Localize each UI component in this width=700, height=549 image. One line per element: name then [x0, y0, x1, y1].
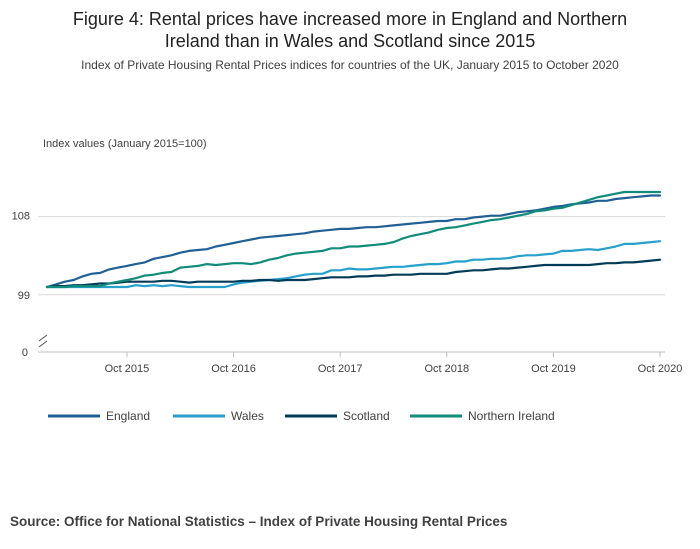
legend-label-england: England: [106, 409, 150, 423]
x-tick-label: Oct 2016: [211, 363, 256, 375]
gridlines: [38, 216, 665, 296]
y-axis-label: Index values (January 2015=100): [43, 138, 207, 150]
legend-label-northern-ireland: Northern Ireland: [468, 409, 555, 423]
y-tick-label: 108: [12, 211, 30, 223]
series-line-northern-ireland: [45, 190, 662, 289]
chart-title-line-2: Ireland than in Wales and Scotland since…: [164, 31, 536, 51]
series-line-wales: [45, 240, 662, 289]
chart-subtitle: Index of Private Housing Rental Prices i…: [81, 58, 619, 72]
legend-label-scotland: Scotland: [343, 409, 390, 423]
series-line-england: [45, 194, 662, 289]
series-line-scotland: [45, 258, 662, 289]
legend-label-wales: Wales: [231, 409, 264, 423]
y-tick-label: 0: [22, 347, 28, 359]
axis-break-mark: [38, 340, 48, 348]
y-tick-label: 99: [18, 290, 30, 302]
chart-title: Figure 4: Rental prices have increased m…: [0, 8, 700, 52]
x-tick-label: Oct 2019: [531, 363, 576, 375]
x-tick-label: Oct 2015: [105, 363, 150, 375]
x-tick-label: Oct 2017: [318, 363, 363, 375]
chart-title-line-1: Figure 4: Rental prices have increased m…: [72, 9, 628, 29]
series-lines: [45, 190, 662, 289]
axis-break-mark: [38, 334, 48, 342]
x-tick-label: Oct 2018: [424, 363, 469, 375]
legend: England Wales Scotland Northern Ireland: [48, 409, 555, 423]
source-note: Source: Office for National Statistics –…: [10, 514, 508, 529]
x-tick-label: Oct 2020: [638, 363, 683, 375]
axes: 99 108 0 Oct 2015 Oct 2016 Oct 2017 Oct 2018 Oc…: [12, 211, 683, 375]
